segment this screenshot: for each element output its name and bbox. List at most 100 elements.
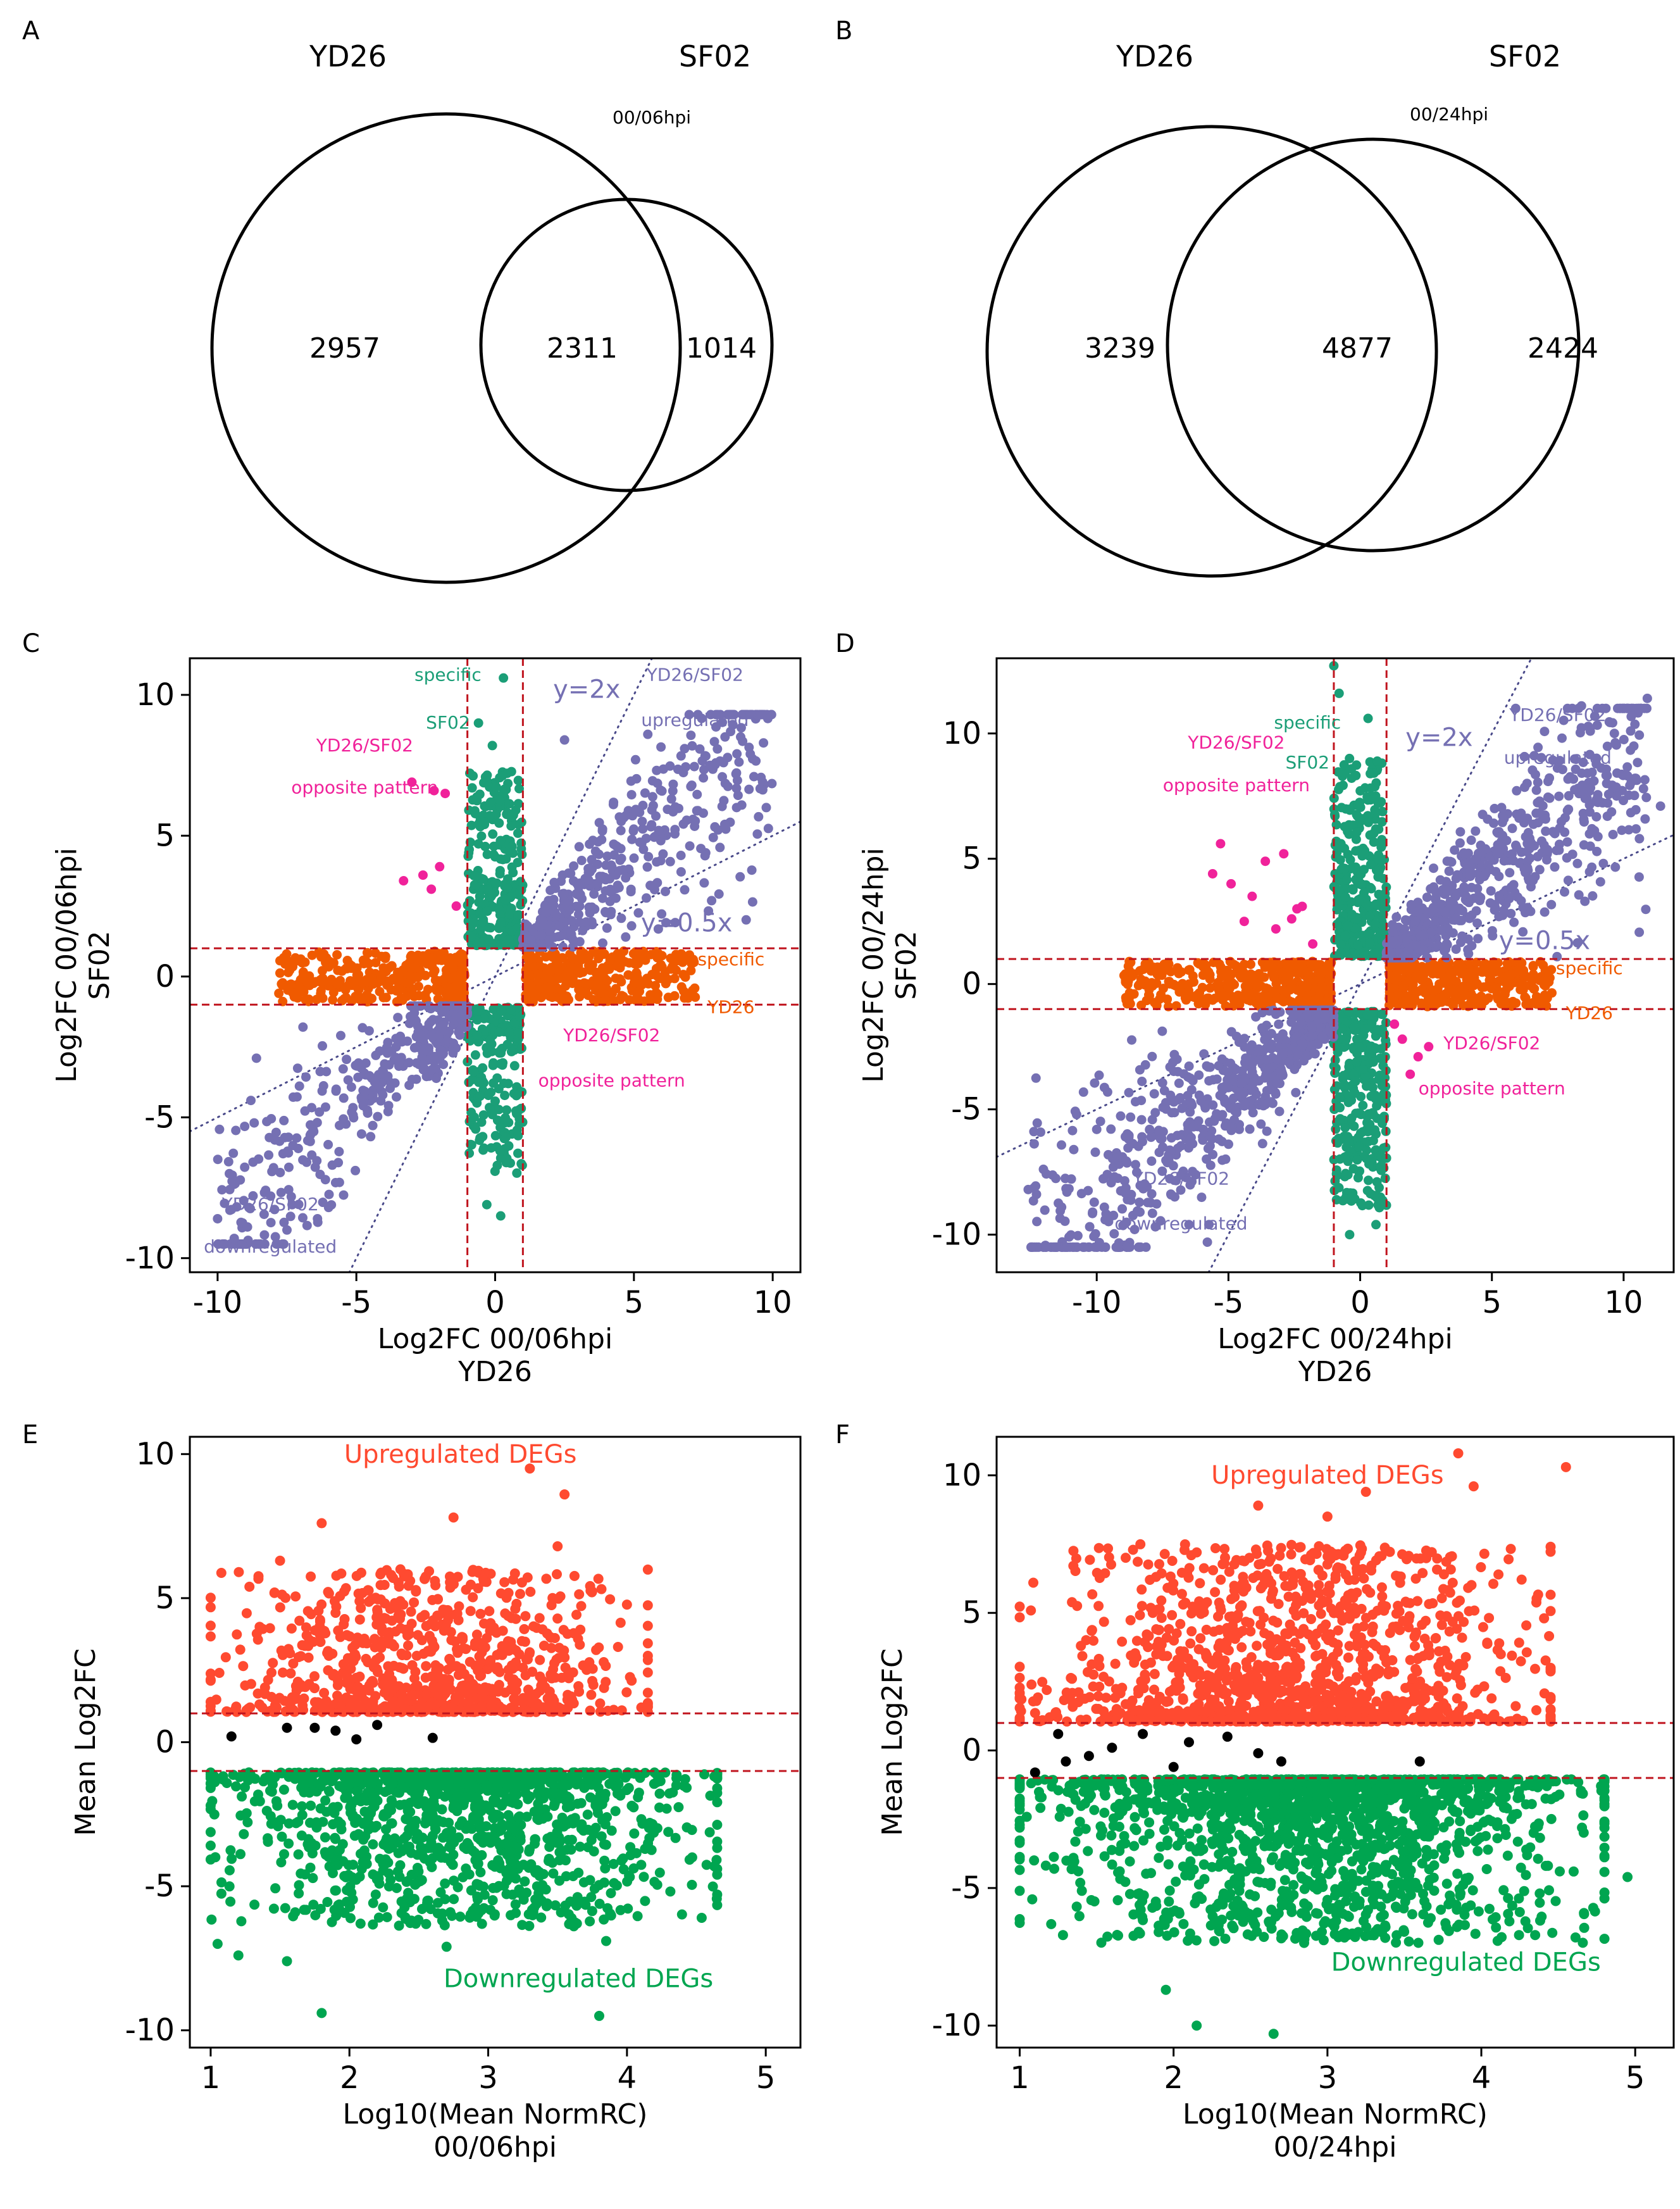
data-point — [494, 1027, 504, 1037]
data-point — [395, 984, 404, 994]
data-point — [735, 872, 745, 882]
data-point — [1562, 703, 1572, 713]
data-point-purple — [323, 1203, 333, 1213]
data-point — [402, 991, 412, 1001]
data-point — [597, 893, 607, 903]
data-point — [507, 811, 517, 822]
data-point — [1186, 1085, 1197, 1095]
data-point — [426, 1017, 436, 1027]
data-point — [627, 986, 637, 996]
data-point — [382, 980, 392, 990]
data-point — [1371, 808, 1381, 818]
data-point — [1455, 964, 1465, 974]
data-point — [1359, 865, 1369, 875]
data-point — [1441, 944, 1451, 954]
data-point — [1029, 1127, 1039, 1137]
data-point — [437, 955, 447, 965]
data-point — [630, 754, 640, 765]
data-point — [652, 857, 662, 867]
data-point — [509, 1061, 520, 1071]
annotation-y2x: y=2x — [1405, 723, 1472, 753]
data-point — [1464, 898, 1474, 908]
data-point — [1188, 971, 1198, 981]
data-point — [500, 1091, 510, 1101]
data-point — [1506, 882, 1516, 892]
data-point — [274, 988, 284, 998]
data-point — [668, 779, 678, 789]
data-point — [1272, 1078, 1281, 1088]
data-point — [1208, 1100, 1218, 1110]
data-point — [1471, 906, 1481, 916]
annotation-upregulated-line2: upregulated — [641, 710, 749, 730]
data-point — [676, 851, 686, 860]
data-point — [1424, 960, 1434, 970]
data-point — [1169, 1049, 1179, 1060]
panel-label-a: A — [22, 16, 40, 46]
data-point — [1329, 1155, 1339, 1165]
data-point — [625, 958, 634, 968]
data-point-green — [1334, 688, 1344, 698]
data-point — [1448, 984, 1458, 994]
data-point — [571, 889, 582, 899]
data-point — [734, 757, 744, 767]
data-point-pink — [1286, 914, 1297, 924]
data-point — [1528, 961, 1538, 971]
data-point — [298, 1155, 308, 1165]
data-point — [1067, 1125, 1078, 1136]
data-point — [457, 959, 467, 969]
data-point — [1257, 1023, 1267, 1033]
data-point — [1370, 1091, 1380, 1101]
data-point — [275, 1168, 285, 1177]
data-point — [1624, 825, 1634, 835]
data-point — [1450, 845, 1460, 855]
data-point — [284, 1162, 294, 1172]
annotation-opposite-1: YD26/SF02 — [1187, 732, 1285, 753]
data-point — [1587, 767, 1597, 777]
venn-b-circle-yd26 — [985, 125, 1438, 578]
annotation-upregulated: YD26/SF02 — [1509, 704, 1606, 725]
data-point — [1572, 938, 1583, 948]
data-point — [1341, 1035, 1351, 1045]
data-point — [616, 913, 626, 923]
data-point — [1303, 974, 1313, 984]
data-point — [1224, 1139, 1233, 1149]
data-point — [525, 986, 535, 996]
data-point — [1520, 992, 1530, 1002]
data-point — [1546, 965, 1557, 975]
data-point — [1266, 1044, 1276, 1054]
data-point — [1493, 994, 1503, 1004]
data-point — [432, 1073, 441, 1084]
data-point-pink — [451, 901, 461, 911]
data-point — [1548, 827, 1558, 837]
data-point — [307, 1150, 317, 1160]
data-point — [1355, 1128, 1366, 1138]
annotation-opposite-2-line2: opposite pattern — [1419, 1078, 1565, 1099]
data-point-green — [1371, 1220, 1381, 1230]
data-point — [248, 1191, 258, 1201]
data-point — [1514, 960, 1524, 969]
data-point — [1357, 880, 1367, 890]
data-point — [1463, 848, 1473, 858]
data-point — [1367, 1018, 1377, 1028]
data-point — [1443, 960, 1453, 970]
data-point — [1329, 1061, 1339, 1071]
data-point — [1409, 996, 1419, 1006]
data-point — [656, 742, 666, 752]
data-point — [271, 1127, 281, 1137]
data-point — [1588, 891, 1598, 901]
data-point — [700, 851, 710, 861]
data-point — [1609, 729, 1619, 739]
data-point — [1438, 992, 1448, 1002]
data-point — [1498, 905, 1509, 915]
data-point — [544, 936, 554, 946]
data-point — [1422, 892, 1432, 903]
data-point — [1377, 817, 1387, 827]
data-point — [478, 1063, 488, 1073]
venn-b-label-sf02: SF02 — [1489, 39, 1561, 73]
data-point — [259, 1187, 270, 1198]
data-point — [1612, 740, 1621, 750]
data-point — [1089, 1197, 1099, 1207]
data-point — [1185, 1073, 1195, 1083]
data-point — [597, 826, 607, 836]
series-d-0 — [1329, 753, 1391, 961]
